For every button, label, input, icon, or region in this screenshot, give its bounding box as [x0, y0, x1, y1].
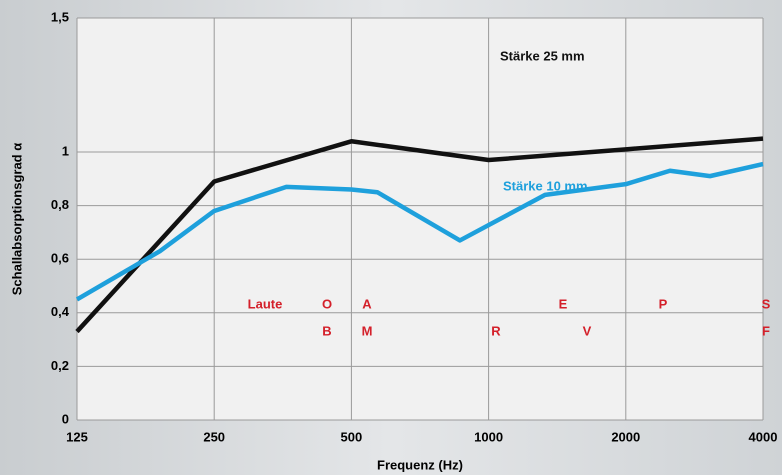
annotation: P [659, 296, 668, 311]
annotation: B [322, 323, 331, 338]
annotation: M [362, 323, 373, 338]
annotation: F [762, 323, 770, 338]
y-tick-label: 0,4 [51, 304, 70, 319]
annotation: V [583, 323, 592, 338]
x-tick-label: 250 [203, 429, 225, 444]
x-tick-label: 1000 [474, 429, 503, 444]
legend-label: Stärke 10 mm [503, 178, 588, 193]
annotation: O [322, 296, 332, 311]
y-tick-label: 1 [62, 143, 69, 158]
x-tick-label: 500 [341, 429, 363, 444]
annotation: E [559, 296, 568, 311]
annotation: Laute [248, 296, 283, 311]
chart: Frequenz (Hz) Schallabsorptionsgrad α 0 0… [0, 0, 782, 475]
y-tick-label: 0,8 [51, 197, 69, 212]
y-tick-label: 0 [62, 411, 69, 426]
annotation: R [491, 323, 501, 338]
legend-label: Stärke 25 mm [500, 48, 585, 63]
page: Frequenz (Hz) Schallabsorptionsgrad α 0 0… [0, 0, 782, 475]
x-tick-label: 2000 [611, 429, 640, 444]
annotation: A [362, 296, 372, 311]
y-tick-label: 0,2 [51, 358, 69, 373]
y-axis-label: Schallabsorptionsgrad α [9, 143, 24, 295]
y-tick-label: 0,6 [51, 251, 69, 266]
x-tick-label: 4000 [749, 429, 778, 444]
x-tick-label: 125 [66, 429, 88, 444]
annotation: S [762, 296, 771, 311]
y-tick-label: 1,5 [51, 9, 69, 24]
x-axis-label: Frequenz (Hz) [377, 457, 463, 472]
